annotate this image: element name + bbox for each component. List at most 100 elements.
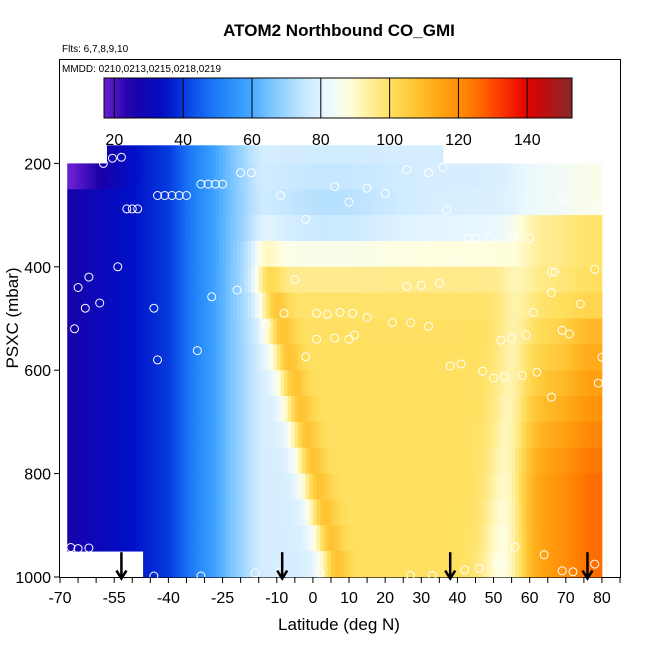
heat-cell [139,292,144,319]
heat-cell [363,318,368,345]
heat-cell [334,525,339,552]
heat-cell [533,344,538,371]
heat-cell [110,189,115,216]
heat-cell [200,145,205,169]
heat-cell [356,473,361,500]
heat-cell [168,145,173,169]
heat-cell [598,344,603,371]
heat-cell [399,344,404,371]
heat-cell [81,344,86,371]
heat-cell [168,551,173,578]
heat-cell [417,499,422,526]
heat-cell [464,551,469,578]
heat-cell [218,215,223,242]
heat-cell [370,292,375,319]
heat-cell [453,499,458,526]
heat-cell [161,396,166,423]
heat-cell [547,163,552,190]
heat-cell [471,551,476,578]
heat-cell [265,318,270,345]
heat-cell [479,396,484,423]
heat-cell [255,421,260,449]
heat-cell [392,145,397,169]
heat-cell [121,292,126,319]
heat-cell [551,525,556,552]
heat-cell [218,473,223,500]
heat-cell [529,396,534,423]
heat-cell [508,189,513,216]
heat-cell [396,473,401,500]
heat-cell [352,163,357,190]
heat-cell [74,396,79,423]
heat-cell [439,344,444,371]
heat-cell [121,370,126,397]
heat-cell [233,396,238,423]
heat-cell [121,447,126,474]
sample-point [406,570,415,580]
heat-cell [442,240,447,268]
heat-cell [497,421,502,449]
heat-cell [168,473,173,500]
heat-cell [222,266,227,294]
heat-cell [67,421,72,449]
heat-cell [442,189,447,216]
heat-cell [186,240,191,268]
heat-cell [562,318,567,345]
heat-cell [215,318,220,345]
heat-cell [385,473,390,500]
heat-cell [186,525,191,552]
heat-cell [504,240,509,268]
heat-cell [457,499,462,526]
sample-point [192,346,202,356]
heat-cell [392,551,397,578]
heat-cell [237,447,242,474]
heat-cell [312,525,317,552]
heat-cell [302,215,307,242]
heat-cell [428,421,433,449]
heat-cell [128,266,133,294]
heat-cell [276,525,281,552]
heat-cell [88,318,93,345]
heat-cell [493,370,498,397]
heat-cell [493,292,498,319]
heat-cell [106,189,111,216]
heat-cell [573,525,578,552]
heat-cell [179,344,184,371]
heat-cell [479,292,484,319]
heat-cell [508,551,513,578]
heat-cell [262,370,267,397]
heat-cell [551,499,556,526]
heat-cell [67,266,72,294]
heat-cell [85,396,90,423]
heat-cell [81,447,86,474]
heat-cell [403,189,408,216]
heat-cell [439,447,444,474]
heat-cell [536,370,541,397]
heat-cell [157,266,162,294]
heat-cell [312,370,317,397]
heat-cell [117,421,122,449]
heat-cell [110,240,115,268]
heat-cell [587,189,592,216]
heat-cell [482,396,487,423]
heat-cell [338,473,343,500]
heat-cell [540,215,545,242]
heat-cell [334,473,339,500]
heat-cell [153,370,158,397]
sample-point [557,194,567,204]
heat-cell [424,525,429,552]
heat-cell [128,145,133,169]
heat-cell [338,266,343,294]
heat-cell [591,163,596,190]
heat-cell [103,215,108,242]
heat-cell [453,163,458,190]
heat-cell [349,344,354,371]
heat-cell [287,292,292,319]
heat-cell [508,473,513,500]
heat-cell [139,240,144,268]
heat-cell [381,145,386,169]
heat-cell [345,318,350,345]
heat-cell [273,215,278,242]
heat-cell [562,266,567,294]
heat-cell [193,499,198,526]
